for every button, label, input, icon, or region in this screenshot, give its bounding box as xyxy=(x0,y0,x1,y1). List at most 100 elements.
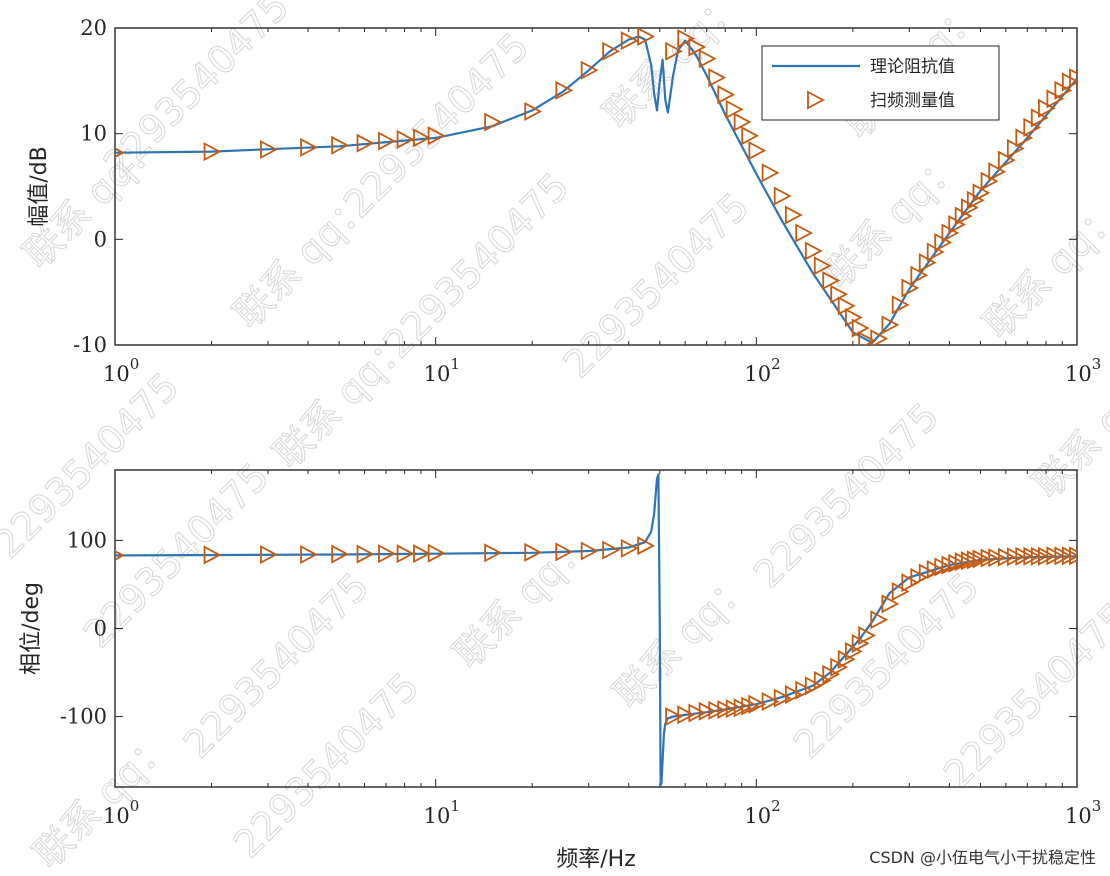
x-tick-base: 10 xyxy=(744,804,771,828)
triangle-marker xyxy=(665,41,683,61)
x-axis-label: 频率/Hz xyxy=(556,847,636,872)
series-line-path xyxy=(115,473,1077,787)
triangle-marker xyxy=(677,705,696,725)
triangle-marker xyxy=(784,205,803,225)
watermark-text: 2293540475 xyxy=(555,184,757,386)
triangle-marker xyxy=(748,141,767,161)
legend-marker-swatch xyxy=(807,90,825,110)
triangle-marker xyxy=(761,692,780,712)
x-tick-label: 102 xyxy=(744,355,780,386)
triangle-marker xyxy=(1038,98,1056,118)
triangle-marker xyxy=(203,142,222,162)
triangle-marker xyxy=(804,676,823,696)
triangle-marker xyxy=(881,594,900,614)
x-tick-exp: 3 xyxy=(1092,797,1102,815)
x-tick-base: 10 xyxy=(1065,804,1092,828)
triangle-marker xyxy=(891,582,910,602)
triangle-marker xyxy=(1038,546,1056,566)
x-tick-label: 100 xyxy=(103,355,139,386)
triangle-marker xyxy=(698,701,717,721)
triangle-marker xyxy=(795,223,814,243)
watermark-text: 联系 qq： xyxy=(445,522,599,676)
triangle-marker xyxy=(665,707,683,727)
triangle-marker xyxy=(602,41,621,61)
triangle-marker xyxy=(555,542,574,562)
triangle-marker xyxy=(331,135,350,155)
triangle-marker xyxy=(997,547,1016,567)
triangle-marker xyxy=(396,544,415,564)
legend-box xyxy=(761,45,1000,121)
y-tick-label: 10 xyxy=(80,122,107,146)
legend-entry: 理论阻抗值 xyxy=(870,57,955,77)
x-tick-exp: 2 xyxy=(771,797,781,815)
triangle-marker xyxy=(677,29,696,49)
x-tick-label: 101 xyxy=(424,355,460,386)
triangle-marker xyxy=(356,133,375,153)
y-axis-label: 幅值/dB xyxy=(27,146,52,226)
x-tick-base: 10 xyxy=(424,804,451,828)
triangle-marker xyxy=(773,186,792,206)
watermark-text: 2293540475 xyxy=(785,564,987,766)
triangle-marker xyxy=(708,700,727,720)
triangle-marker xyxy=(858,331,877,345)
x-tick-exp: 0 xyxy=(130,355,140,373)
triangle-marker xyxy=(413,544,431,564)
triangle-marker xyxy=(331,544,350,564)
x-tick-base: 10 xyxy=(103,362,130,386)
y-tick-label: 100 xyxy=(67,528,107,552)
triangle-marker xyxy=(870,610,889,630)
triangle-marker xyxy=(795,680,814,700)
watermark-text: 2293540475 xyxy=(745,394,947,596)
triangle-marker xyxy=(748,694,767,714)
watermark-text: 2293540475 xyxy=(375,164,577,366)
triangle-marker xyxy=(300,545,318,565)
watermark-text: 联系 qq： xyxy=(225,182,379,336)
triangle-marker xyxy=(688,37,707,57)
triangle-marker xyxy=(115,147,125,158)
triangle-marker xyxy=(1006,138,1025,158)
triangle-marker xyxy=(356,544,375,564)
x-tick-label: 101 xyxy=(424,797,460,828)
triangle-marker xyxy=(901,573,920,593)
triangle-marker xyxy=(960,551,979,571)
series-markers xyxy=(115,536,1077,727)
triangle-marker xyxy=(484,543,503,563)
triangle-marker xyxy=(115,550,125,561)
triangle-marker xyxy=(427,126,446,146)
series-line-path xyxy=(115,35,1077,344)
triangle-marker xyxy=(813,670,832,690)
x-tick-base: 10 xyxy=(103,804,130,828)
triangle-marker xyxy=(637,28,656,46)
triangle-marker xyxy=(555,80,574,100)
triangle-marker xyxy=(910,265,929,285)
y-tick-label: 20 xyxy=(80,16,107,40)
triangle-marker xyxy=(954,206,973,226)
watermark-text: 联系 qq： xyxy=(815,142,969,296)
triangle-marker xyxy=(858,626,877,646)
triangle-marker xyxy=(698,49,717,69)
triangle-marker xyxy=(851,318,870,338)
triangle-marker xyxy=(966,550,985,570)
triangle-marker xyxy=(378,131,396,151)
triangle-marker xyxy=(524,101,543,121)
triangle-marker xyxy=(741,126,760,146)
triangle-marker xyxy=(813,256,832,276)
triangle-marker xyxy=(891,295,910,315)
watermark-text: 联系 qq： xyxy=(605,562,759,716)
triangle-marker xyxy=(733,112,752,132)
x-tick-label: 103 xyxy=(1065,355,1101,386)
y-tick-label: -100 xyxy=(60,705,107,729)
y-tick-label: 0 xyxy=(94,617,107,641)
triangle-marker xyxy=(602,540,621,560)
y-tick-label: -10 xyxy=(73,333,107,357)
triangle-marker xyxy=(396,129,415,149)
triangle-marker xyxy=(822,271,841,291)
triangle-marker xyxy=(203,545,222,565)
csdn-credit: CSDN @小伍电气小干扰稳定性 xyxy=(869,848,1096,867)
triangle-marker xyxy=(260,545,278,565)
triangle-marker xyxy=(988,548,1007,568)
series-markers xyxy=(115,28,1077,345)
